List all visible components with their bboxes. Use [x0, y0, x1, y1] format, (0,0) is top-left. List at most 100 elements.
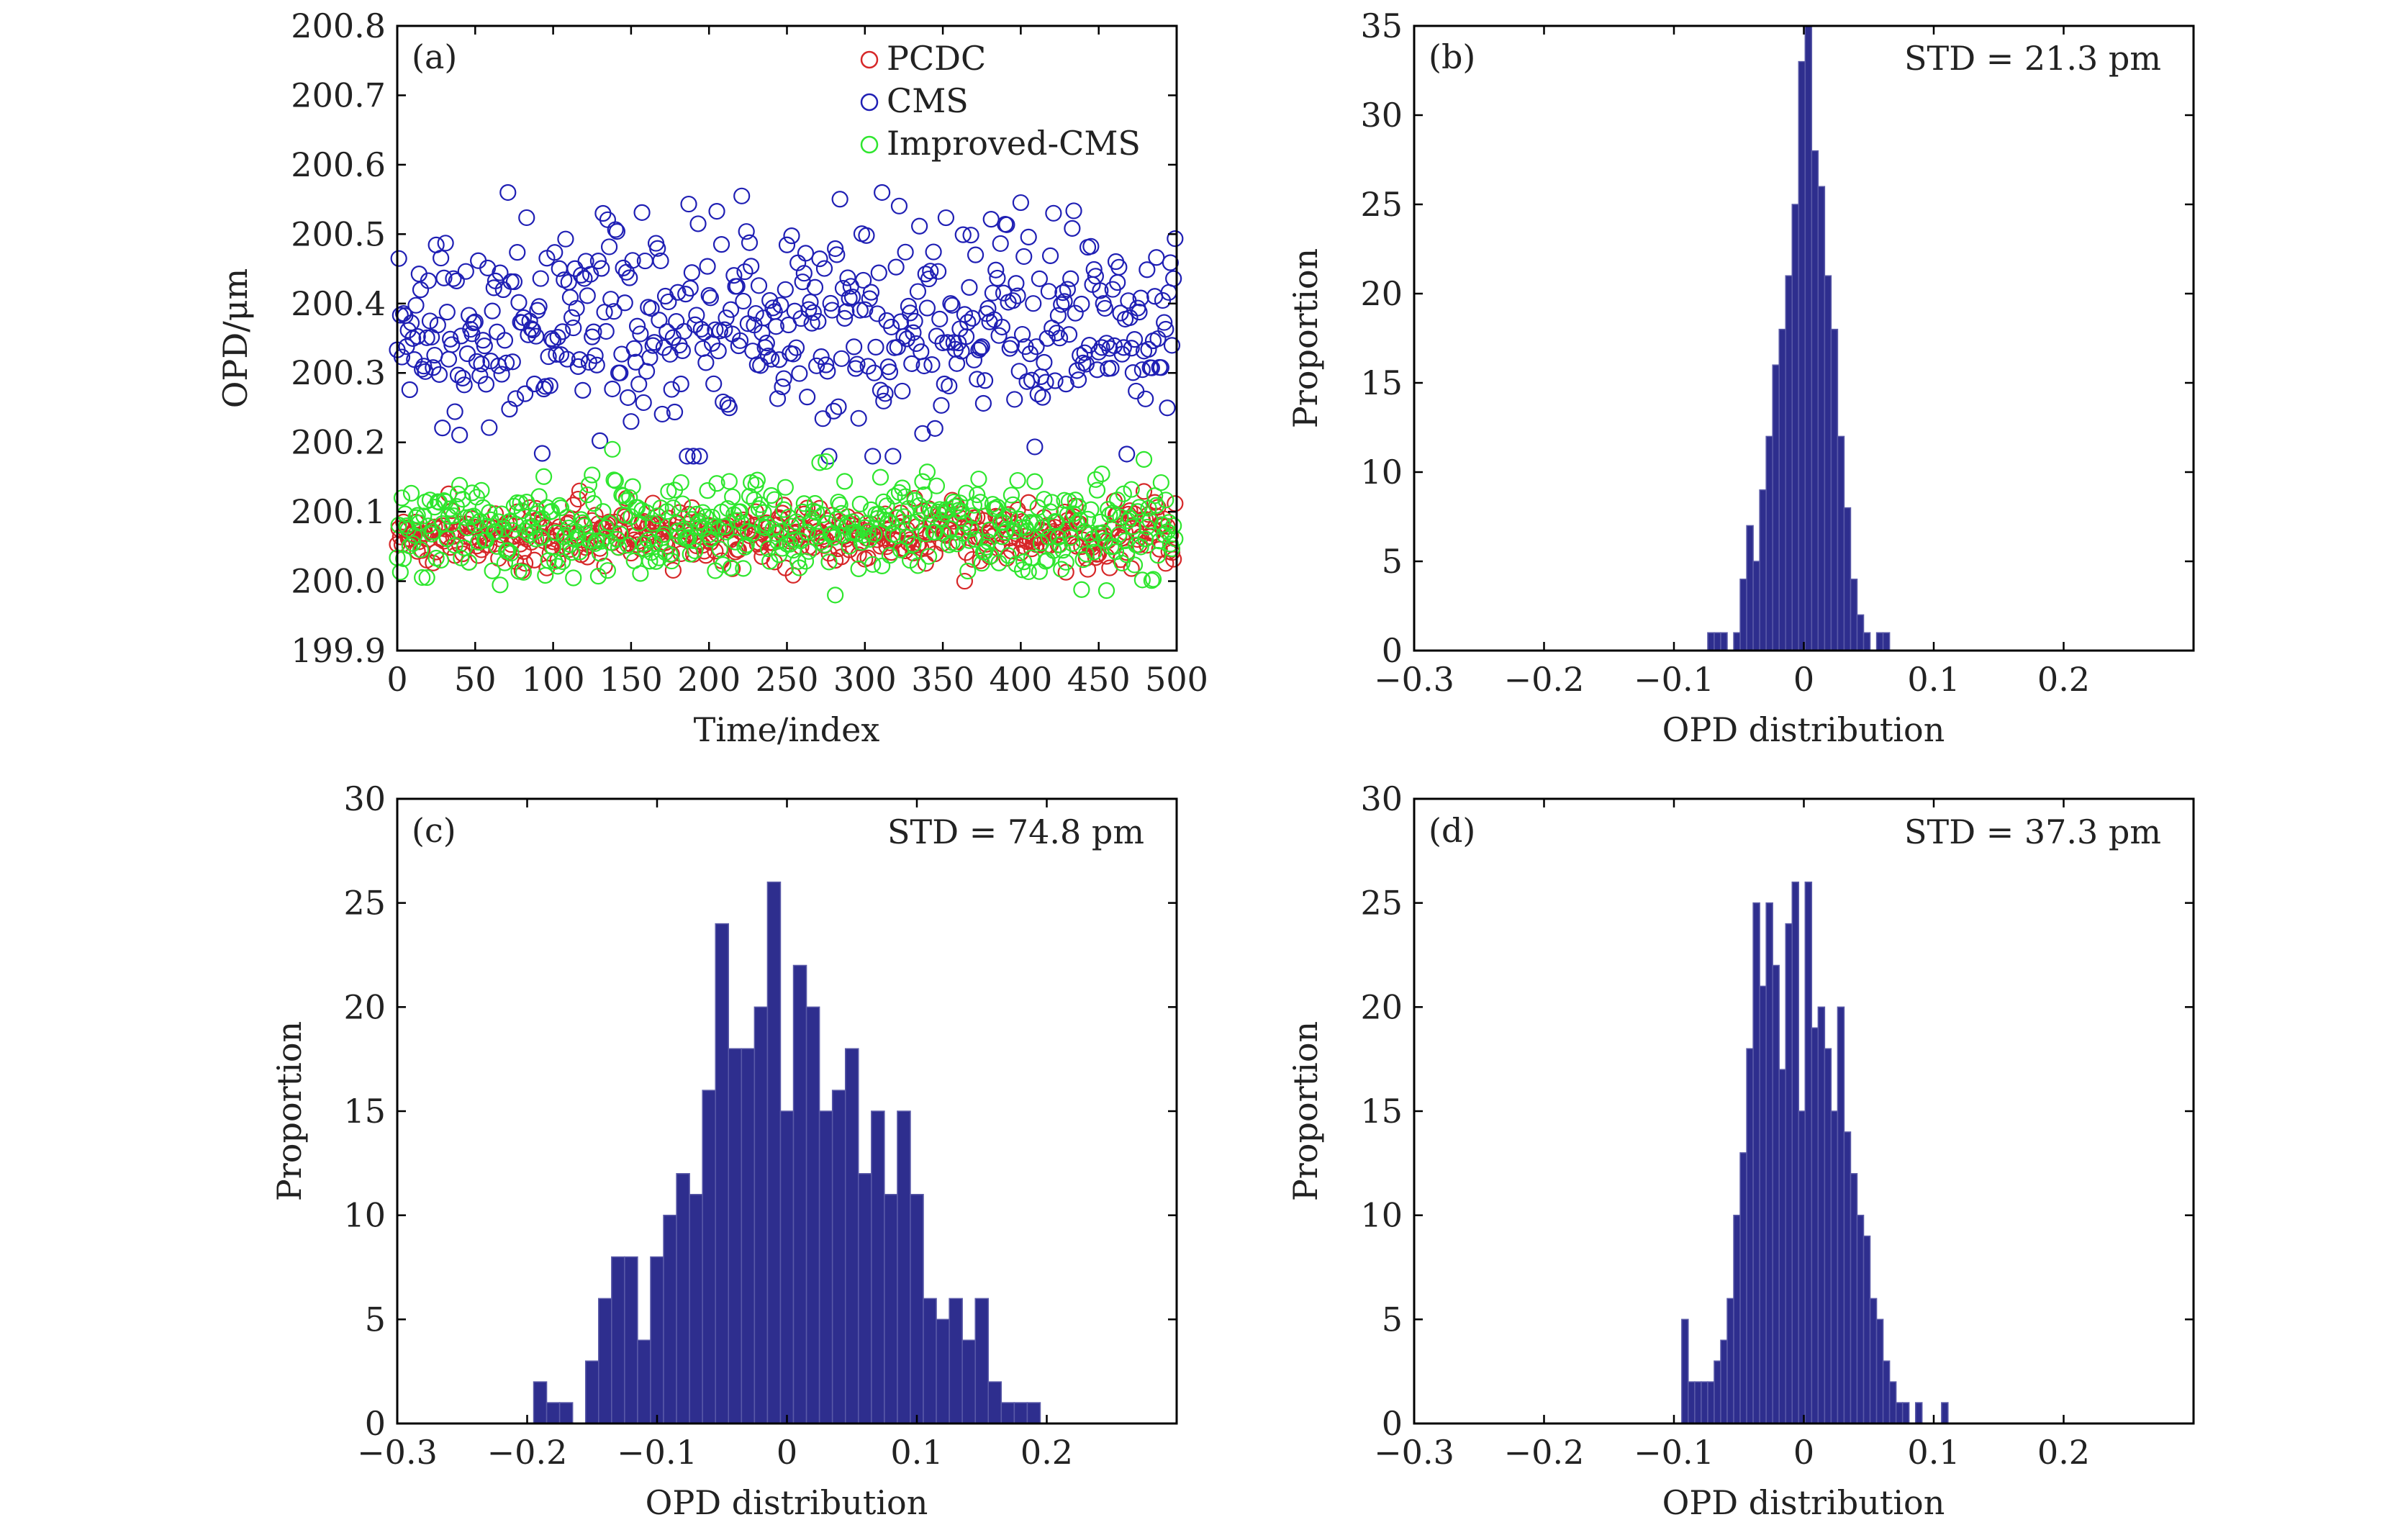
panel-a-ytick-label: 200.6: [291, 145, 386, 184]
scatter-point-cms: [429, 317, 446, 334]
scatter-point-improved-cms: [607, 472, 624, 489]
scatter-point-cms: [465, 314, 482, 332]
scatter-point-improved-cms: [708, 475, 725, 492]
scatter-point-improved-cms: [526, 523, 543, 540]
scatter-point-cms: [905, 324, 922, 341]
scatter-point-cms: [484, 302, 501, 320]
histogram-bar: [1875, 632, 1884, 651]
scatter-point-pcdc: [435, 533, 453, 550]
panel-b-ytick-label: 30: [1360, 96, 1403, 135]
histogram-bar: [611, 1256, 625, 1424]
scatter-point-cms: [941, 377, 958, 395]
scatter-point-cms: [616, 294, 633, 312]
scatter-point-cms: [1112, 304, 1129, 322]
scatter-point-cms: [699, 258, 716, 275]
scatter-point-improved-cms: [391, 563, 409, 581]
scatter-point-cms: [970, 341, 987, 359]
scatter-point-cms: [810, 312, 827, 330]
scatter-point-improved-cms: [802, 514, 819, 531]
scatter-point-cms: [855, 271, 872, 289]
scatter-point-cms: [548, 345, 565, 363]
scatter-point-improved-cms: [466, 516, 484, 533]
scatter-point-cms: [1045, 204, 1062, 222]
scatter-point-improved-cms: [736, 538, 753, 556]
panel-d-ytick-label: 20: [1360, 987, 1403, 1026]
histogram-bar: [1772, 364, 1780, 651]
scatter-point-improved-cms: [715, 556, 732, 574]
histogram-bar: [1720, 632, 1728, 651]
scatter-point-cms: [850, 409, 867, 427]
scatter-point-cms: [1051, 330, 1069, 347]
scatter-point-cms: [758, 335, 775, 352]
panel-a-ytick-label: 200.2: [291, 423, 386, 462]
scatter-point-cms: [1036, 353, 1053, 371]
scatter-point-improved-cms: [748, 471, 766, 489]
panel-a-scatter: 0 50 100 150 200 250 300 350 400 450 500 199.9 200.0…: [216, 6, 1208, 749]
histogram-bar: [1830, 1110, 1839, 1424]
scatter-point-cms: [874, 184, 891, 202]
scatter-point-improved-cms: [920, 548, 938, 565]
scatter-point-cms: [791, 365, 808, 382]
scatter-point-cms: [641, 349, 658, 366]
scatter-point-improved-cms: [722, 559, 740, 576]
panel-d-xtick-label: −0.1: [1634, 1433, 1714, 1472]
scatter-point-cms: [414, 361, 431, 378]
scatter-point-cms: [962, 227, 979, 244]
scatter-point-pcdc: [1146, 494, 1164, 511]
histogram-bar: [1882, 632, 1891, 651]
panel-d-ytick-label: 30: [1360, 779, 1403, 818]
histogram-bar: [1856, 614, 1865, 651]
scatter-point-improved-cms: [783, 517, 800, 535]
scatter-point-improved-cms: [711, 540, 728, 558]
scatter-point-improved-cms: [1110, 526, 1128, 543]
scatter-point-cms: [769, 390, 787, 407]
scatter-point-cms: [1143, 359, 1160, 376]
panel-c-label: (c): [412, 811, 456, 850]
scatter-point-cms: [1113, 345, 1131, 363]
scatter-point-cms: [568, 299, 585, 317]
scatter-point-cms: [887, 258, 905, 276]
histogram-bar: [1778, 328, 1786, 651]
histogram-bar: [1739, 579, 1747, 651]
panel-d-bars: [1681, 881, 1949, 1424]
scatter-point-cms: [646, 334, 663, 351]
scatter-point-cms: [624, 252, 641, 269]
scatter-point-improved-cms: [1097, 582, 1115, 599]
scatter-point-pcdc: [537, 519, 554, 536]
scatter-point-cms: [589, 253, 607, 270]
scatter-point-cms: [499, 184, 517, 202]
scatter-point-cms: [870, 264, 887, 281]
panel-b-ticks: −0.3 −0.2 −0.1 0 0.1 0.2 0 5 10 15 20 25 30 35: [1360, 6, 2194, 699]
scatter-point-pcdc: [892, 504, 910, 522]
histogram-bar: [949, 1298, 963, 1424]
scatter-point-cms: [1088, 361, 1106, 379]
scatter-point-improved-cms: [961, 532, 978, 549]
scatter-point-cms: [521, 312, 538, 330]
histogram-bar: [1726, 1298, 1734, 1424]
scatter-point-improved-cms: [930, 503, 947, 521]
scatter-point-improved-cms: [962, 520, 979, 538]
scatter-point-cms: [831, 191, 848, 208]
scatter-point-cms: [604, 380, 621, 398]
scatter-point-cms: [822, 294, 839, 312]
scatter-point-cms: [674, 342, 691, 359]
scatter-point-improved-cms: [551, 497, 568, 514]
scatter-point-improved-cms: [684, 532, 702, 550]
scatter-point-improved-cms: [897, 488, 914, 505]
scatter-point-cms: [1123, 340, 1140, 357]
panel-b-xlabel: OPD distribution: [1662, 710, 1945, 749]
panel-a-ytick-label: 200.5: [291, 214, 386, 253]
scatter-point-improved-cms: [1088, 481, 1106, 499]
panel-c-xtick-label: 0: [777, 1433, 797, 1472]
panel-a-ytick-label: 200.3: [291, 353, 386, 392]
scatter-point-improved-cms: [1124, 518, 1141, 535]
scatter-point-cms: [619, 389, 637, 407]
histogram-bar: [1772, 964, 1780, 1424]
scatter-point-cms: [571, 350, 589, 368]
histogram-bar: [663, 1214, 677, 1424]
scatter-point-cms: [430, 366, 448, 383]
panel-d-ytick-label: 5: [1382, 1300, 1403, 1339]
histogram-bar: [818, 1110, 833, 1424]
scatter-point-improved-cms: [1120, 512, 1137, 530]
panel-a-ticks: 0 50 100 150 200 250 300 350 400 450 500 199.9 200.0…: [291, 6, 1208, 699]
